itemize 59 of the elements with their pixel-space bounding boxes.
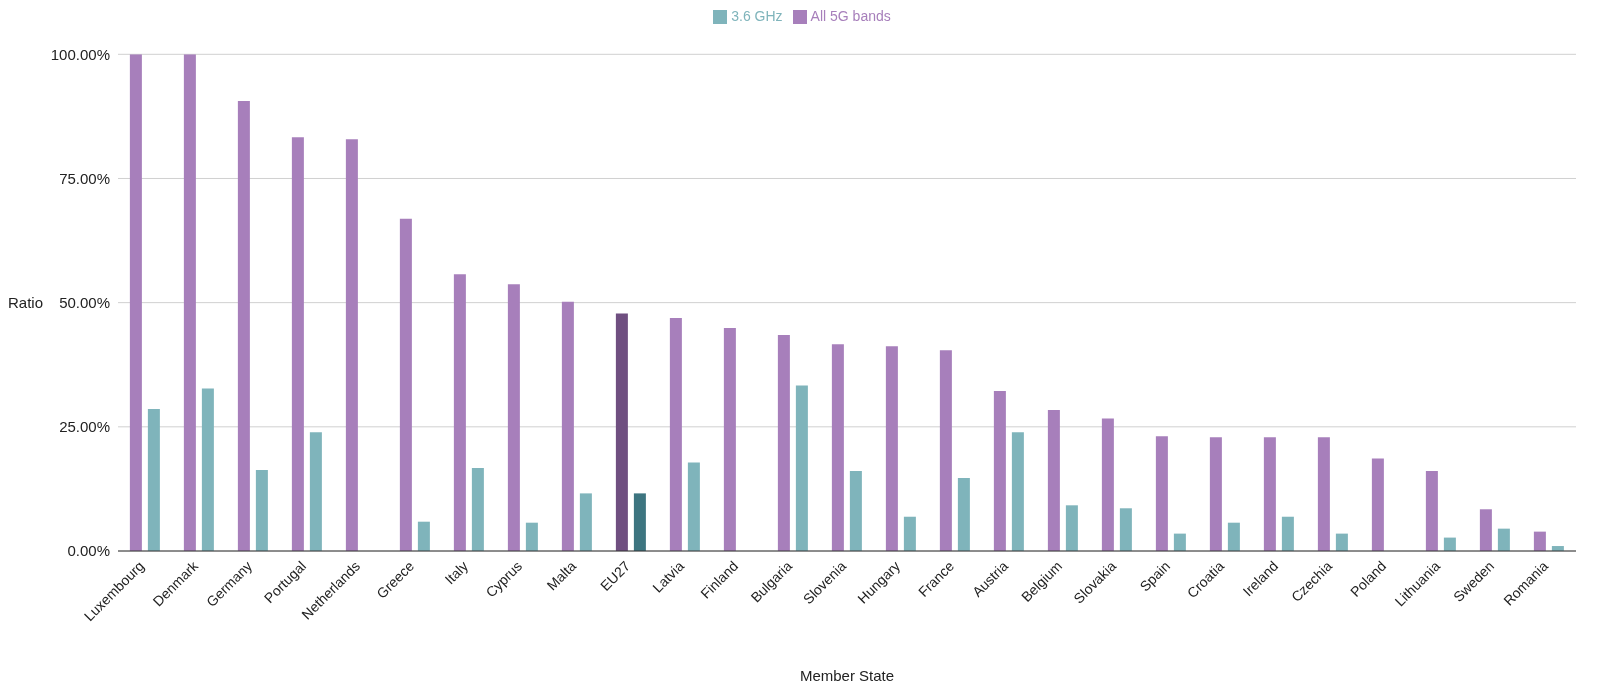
bar <box>579 493 592 551</box>
bar <box>399 218 412 551</box>
bar <box>237 100 250 551</box>
legend-label: 3.6 GHz <box>731 8 783 24</box>
bar <box>1101 418 1114 551</box>
legend-label: All 5G bands <box>810 8 891 24</box>
bar <box>291 137 304 551</box>
bar <box>1335 533 1348 551</box>
bar <box>1011 432 1024 551</box>
bar <box>1209 437 1222 551</box>
bar <box>1263 437 1276 551</box>
bar <box>183 54 196 551</box>
bar <box>417 521 430 551</box>
bar <box>615 313 628 551</box>
bar <box>345 139 358 551</box>
bar <box>993 391 1006 551</box>
bar <box>129 54 142 551</box>
bar <box>849 471 862 551</box>
bar <box>669 318 682 551</box>
bar <box>687 462 700 551</box>
bar <box>453 274 466 551</box>
bar <box>201 388 214 551</box>
y-axis-title: Ratio <box>8 293 44 311</box>
bar <box>1173 533 1186 551</box>
bar <box>1371 458 1384 551</box>
bar <box>1227 522 1240 551</box>
y-tick-label: 50.00% <box>59 293 110 311</box>
bar <box>1425 471 1438 551</box>
bar <box>831 344 844 551</box>
bar <box>525 522 538 551</box>
bar <box>1317 437 1330 551</box>
y-tick-label: 0.00% <box>67 542 110 560</box>
y-tick-label: 75.00% <box>59 169 110 187</box>
bar <box>1047 409 1060 551</box>
bar <box>1119 508 1132 551</box>
bar <box>1281 516 1294 551</box>
bar <box>957 477 970 551</box>
bar <box>255 470 268 551</box>
bar <box>471 468 484 551</box>
bar <box>1497 528 1510 551</box>
bar <box>309 432 322 551</box>
x-axis-title: Member State <box>799 667 895 684</box>
bar <box>795 385 808 551</box>
bar <box>903 516 916 551</box>
bar <box>1479 509 1492 551</box>
bar <box>1155 436 1168 551</box>
bar <box>147 408 160 551</box>
bar <box>777 334 790 551</box>
bar <box>1533 531 1546 551</box>
y-tick-label: 25.00% <box>59 418 110 436</box>
bar <box>723 327 736 551</box>
bar <box>633 493 646 551</box>
bar <box>507 284 520 551</box>
bar <box>561 301 574 551</box>
bar <box>885 346 898 551</box>
y-tick-label: 100.00% <box>50 45 110 63</box>
bar <box>939 350 952 551</box>
x-tick-label: Italy <box>441 557 472 588</box>
bar <box>1065 505 1078 551</box>
